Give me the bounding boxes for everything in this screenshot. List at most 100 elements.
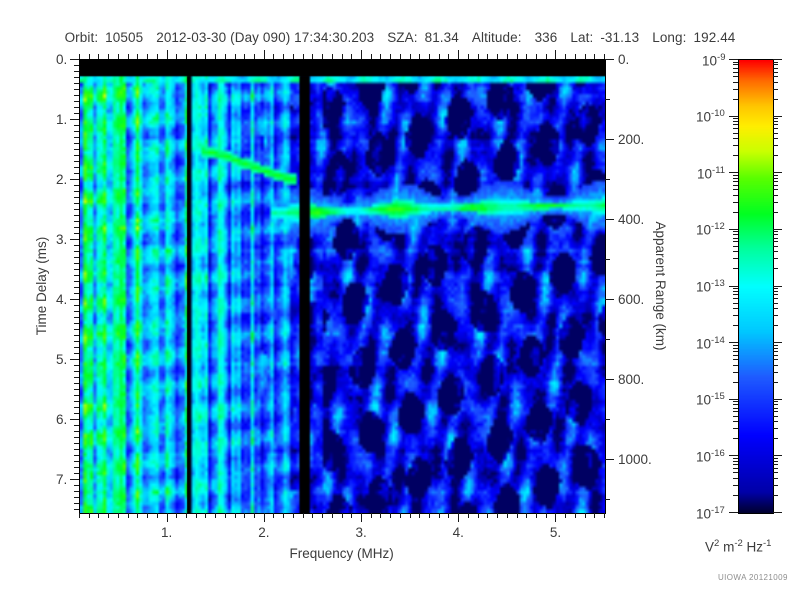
x-axis-top-minor-tick: [516, 54, 518, 59]
y-axis-left-minor-tick: [74, 215, 79, 216]
x-axis-minor-tick: [156, 513, 158, 518]
x-axis-minor-tick: [370, 513, 372, 518]
colorbar-minor-tick-left: [733, 241, 738, 243]
y-axis-left-minor-tick: [74, 233, 79, 234]
colorbar-minor-tick-right: [773, 290, 778, 292]
y-axis-left-minor-tick: [74, 65, 79, 66]
orbit-label: Orbit:: [64, 30, 99, 45]
colorbar-minor-tick-right: [773, 124, 778, 126]
colorbar-tick-label: 10-13: [696, 278, 725, 295]
colorbar-minor-tick-left: [733, 381, 738, 383]
y-axis-left-minor-tick: [74, 341, 79, 342]
x-axis-minor-tick: [215, 513, 217, 518]
y-axis-left-minor-tick: [74, 383, 79, 384]
spectrogram-canvas: [80, 60, 605, 513]
observation-datetime: 2012-03-30 (Day 090) 17:34:30.203: [156, 30, 375, 45]
y-axis-left-minor-tick: [74, 467, 79, 468]
x-axis-minor-tick: [487, 513, 489, 518]
colorbar-minor-tick-right: [773, 231, 778, 233]
colorbar-major-tick-right: [773, 115, 782, 117]
x-axis-minor-tick: [127, 513, 129, 518]
colorbar-major-tick-right: [773, 455, 782, 457]
colorbar-minor-tick-left: [733, 251, 738, 253]
colorbar-minor-tick-right: [773, 298, 778, 300]
colorbar-minor-tick-left: [733, 415, 738, 417]
colorbar-minor-tick-left: [733, 128, 738, 130]
x-axis-minor-tick: [604, 513, 605, 518]
unit-hertz-exp: -1: [763, 538, 772, 549]
y-axis-left-minor-tick: [74, 125, 79, 126]
y-axis-left-minor-tick: [74, 485, 79, 486]
x-axis-minor-tick: [312, 513, 314, 518]
y-axis-left-minor-tick: [74, 101, 79, 102]
colorbar-minor-tick-left: [733, 290, 738, 292]
colorbar-tick-exponent: -9: [717, 51, 726, 63]
colorbar-minor-tick-left: [733, 294, 738, 296]
lat-value: -31.13: [600, 30, 640, 45]
y-axis-left-minor-tick: [74, 323, 79, 324]
y-axis-left-tick-label: 3.: [56, 231, 68, 247]
x-axis-minor-tick: [331, 513, 333, 518]
x-axis-minor-tick: [467, 513, 469, 518]
colorbar-minor-tick-left: [733, 76, 738, 78]
x-axis-minor-tick: [147, 513, 149, 518]
x-axis-title: Frequency (MHz): [289, 546, 394, 561]
colorbar-minor-tick-right: [773, 67, 778, 69]
colorbar-minor-tick-right: [773, 241, 778, 243]
colorbar-minor-tick-left: [733, 181, 738, 183]
x-axis-minor-tick: [273, 513, 275, 518]
x-axis-minor-tick: [497, 513, 499, 518]
colorbar-tick-exponent: -15: [711, 391, 725, 403]
x-axis-minor-tick: [565, 513, 567, 518]
x-axis-top-minor-tick: [244, 54, 246, 59]
colorbar-minor-tick-right: [773, 245, 778, 247]
colorbar-minor-tick-left: [733, 64, 738, 66]
colorbar-minor-tick-right: [773, 138, 778, 140]
x-axis-top-minor-tick: [380, 54, 382, 59]
x-axis-top-minor-tick: [254, 54, 255, 59]
colorbar-minor-tick-right: [773, 88, 778, 90]
colorbar-minor-tick-left: [733, 364, 738, 366]
colorbar-minor-tick-left: [733, 477, 738, 479]
x-axis-top-minor-tick: [195, 54, 197, 59]
colorbar-minor-tick-left: [733, 211, 738, 213]
colorbar-minor-tick-right: [773, 407, 778, 409]
y-axis-left-minor-tick: [74, 305, 79, 306]
colorbar-minor-tick-left: [733, 467, 738, 469]
colorbar-minor-tick-right: [773, 237, 778, 239]
y-axis-left-minor-tick: [74, 353, 79, 354]
x-axis-top-minor-tick: [545, 54, 547, 59]
y-axis-right-minor-tick: [605, 259, 610, 261]
colorbar-minor-tick-left: [733, 234, 738, 236]
x-axis-top-minor-tick: [176, 54, 178, 59]
colorbar-tick-label: 10-12: [696, 221, 725, 238]
colorbar-minor-tick-left: [733, 237, 738, 239]
colorbar-minor-tick-left: [733, 245, 738, 247]
y-axis-left-minor-tick: [74, 203, 79, 204]
x-axis-top-minor-tick: [283, 54, 285, 59]
x-axis-minor-tick: [584, 513, 586, 518]
colorbar-tick-label: 10-10: [696, 108, 725, 125]
y-axis-left-minor-tick: [74, 407, 79, 408]
colorbar-minor-tick-left: [733, 401, 738, 403]
colorbar-minor-tick-left: [733, 177, 738, 179]
y-axis-right-major-tick: [605, 459, 614, 461]
colorbar-minor-tick-left: [733, 472, 738, 474]
colorbar-minor-tick-right: [773, 354, 778, 356]
colorbar-minor-tick-right: [773, 381, 778, 383]
colorbar-tick-exponent: -14: [711, 334, 725, 346]
colorbar-minor-tick-right: [773, 347, 778, 349]
colorbar-tick-mantissa: 10: [696, 109, 712, 125]
colorbar-tick-label: 10-15: [696, 391, 725, 408]
y-axis-left-minor-tick: [74, 149, 79, 150]
colorbar-minor-tick-right: [773, 174, 778, 176]
colorbar-major-tick-left: [729, 398, 738, 400]
colorbar-major-tick-left: [729, 172, 738, 174]
y-axis-left-minor-tick: [74, 431, 79, 432]
y-axis-left-minor-tick: [74, 257, 79, 258]
x-axis-top-minor-tick: [448, 54, 450, 59]
colorbar-major-tick-left: [729, 59, 738, 60]
x-axis-minor-tick: [448, 513, 450, 518]
colorbar-minor-tick-left: [733, 145, 738, 147]
y-axis-left-minor-tick: [74, 107, 79, 108]
